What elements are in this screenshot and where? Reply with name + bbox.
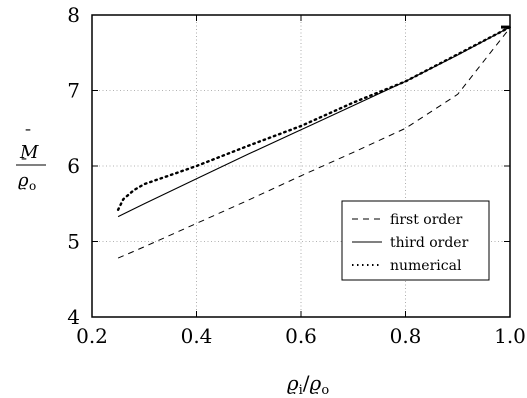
x-label-slash: / (303, 371, 310, 395)
y-tick-label: 7 (67, 79, 80, 103)
legend: first order third order numerical (341, 200, 490, 281)
series-line-first-order (117, 27, 511, 259)
legend-label-third-order: third order (390, 235, 469, 251)
x-tick-label: 0.6 (285, 324, 317, 348)
y-label-den-bar: ¯ (20, 155, 28, 174)
x-tick-label: 0.4 (181, 324, 213, 348)
legend-label-first-order: first order (390, 212, 463, 228)
x-tick-label: 0.2 (76, 324, 108, 348)
x-label-sub2: o (321, 383, 329, 398)
x-axis-label: ϱi/ϱo (287, 371, 329, 398)
y-axis-label: ¯ M ¯ ϱ o (16, 126, 46, 193)
y-label-den-sub: o (29, 179, 36, 193)
y-label-denominator: ϱ (18, 170, 29, 191)
series-line-third-order (117, 26, 511, 218)
legend-label-numerical: numerical (390, 258, 462, 274)
x-label-base: ϱ (287, 371, 299, 395)
y-label-num-bar: ¯ (24, 126, 32, 145)
y-tick-label: 8 (67, 3, 80, 27)
y-tick-label: 5 (67, 230, 80, 254)
legend-box (341, 200, 490, 281)
ticks: 0.2 0.4 0.6 0.8 1.0 4 5 6 7 8 (67, 3, 526, 348)
y-tick-label: 6 (67, 154, 80, 178)
y-label-numerator: M (19, 142, 39, 163)
series-layer (116, 25, 512, 259)
x-label-sub1: i (299, 383, 303, 398)
x-tick-label: 1.0 (494, 324, 526, 348)
series-line-numerical (116, 25, 512, 212)
x-tick-label: 0.8 (390, 324, 422, 348)
y-tick-label: 4 (67, 305, 80, 329)
x-label-base2: ϱ (310, 371, 322, 395)
